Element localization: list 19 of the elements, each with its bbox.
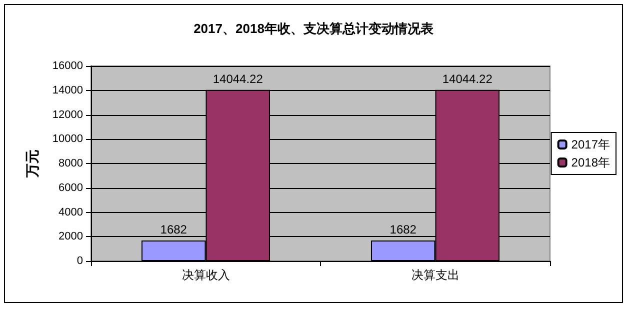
y-tick-label: 16000 — [52, 60, 83, 72]
legend-label: 2017年 — [571, 138, 610, 152]
y-tick-label: 0 — [76, 255, 83, 267]
legend-label: 2018年 — [571, 156, 610, 170]
data-label: 14044.22 — [212, 72, 264, 86]
data-label: 14044.22 — [442, 72, 493, 86]
y-tick-label: 6000 — [58, 182, 83, 194]
y-tick-label: 10000 — [52, 133, 83, 146]
y-axis-title: 万元 — [24, 150, 40, 178]
data-label: 1682 — [390, 222, 417, 236]
data-label: 1682 — [160, 222, 188, 236]
y-tick-label: 2000 — [58, 230, 83, 243]
x-tick-label: 决算收入 — [182, 268, 230, 282]
y-tick-label: 4000 — [58, 206, 83, 218]
y-tick-label: 8000 — [58, 158, 83, 170]
y-tick-label: 14000 — [52, 84, 83, 96]
y-tick-label: 12000 — [52, 108, 83, 121]
x-tick-label: 决算支出 — [411, 268, 460, 282]
chart-title: 2017、2018年收、支决算总计变动情况表 — [194, 21, 434, 36]
